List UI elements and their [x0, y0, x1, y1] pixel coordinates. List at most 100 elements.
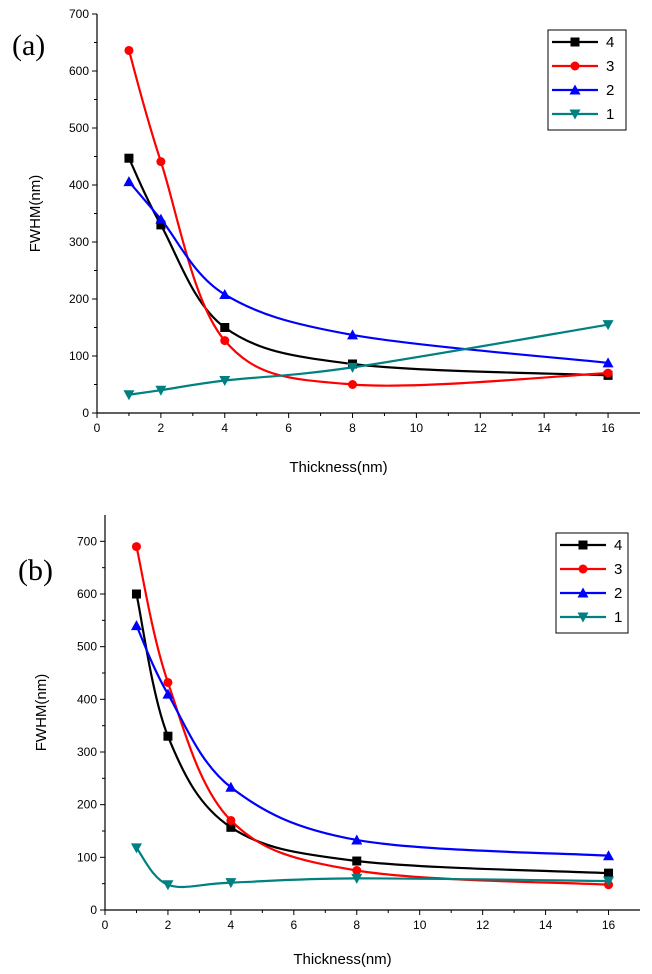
- legend-swatch-marker: [569, 84, 581, 95]
- data-point: [124, 45, 134, 55]
- y-tick-label: 500: [69, 121, 89, 135]
- data-point: [220, 336, 230, 346]
- series-4: [124, 153, 613, 380]
- panel-label: (b): [18, 554, 53, 587]
- legend-label: 4: [606, 34, 614, 51]
- x-tick-label: 12: [476, 918, 490, 932]
- series-line-4: [127, 157, 609, 377]
- chart-panel-b: 0 2 4 6 8 10 12 14 160100200300400500600700Thick…: [18, 515, 640, 968]
- y-tick-label: 300: [77, 745, 97, 759]
- x-tick-label: 8: [353, 918, 360, 932]
- y-axis-title: FWHM(nm): [33, 674, 50, 751]
- series-3: [124, 45, 613, 389]
- data-point: [603, 368, 613, 378]
- data-point: [163, 677, 173, 687]
- x-tick-label: 14: [537, 421, 551, 435]
- series-line-2: [135, 625, 609, 857]
- data-point: [123, 390, 135, 401]
- x-tick-label: 4: [221, 421, 228, 435]
- data-point: [603, 876, 615, 887]
- series-1: [123, 320, 614, 401]
- legend-swatch-marker: [578, 564, 588, 574]
- x-tick-label: 2: [165, 918, 172, 932]
- data-point: [347, 362, 359, 373]
- data-point: [351, 873, 363, 884]
- legend: 4 3 2 1: [555, 532, 629, 634]
- legend-item-2: 2: [552, 82, 614, 99]
- x-axis-title: Thickness(nm): [293, 951, 391, 968]
- y-tick-label: 0: [90, 903, 97, 917]
- series-1: [130, 843, 615, 891]
- x-tick-label: 12: [474, 421, 488, 435]
- series-3: [131, 542, 614, 890]
- legend-label: 1: [614, 609, 622, 626]
- data-point: [163, 731, 173, 741]
- data-point: [347, 329, 359, 340]
- x-tick-label: 0: [102, 918, 109, 932]
- legend-swatch-marker: [570, 37, 580, 47]
- legend-item-4: 4: [552, 34, 614, 51]
- y-tick-label: 600: [69, 64, 89, 78]
- data-point: [225, 878, 237, 889]
- legend-item-1: 1: [552, 106, 614, 123]
- x-tick-label: 6: [285, 421, 292, 435]
- y-tick-label: 700: [77, 534, 97, 548]
- data-point: [352, 866, 362, 875]
- chart-panel-a: 0 2 4 6 8 10 12 14 160100200300400500600700Thick…: [12, 7, 640, 476]
- x-axis-title: Thickness(nm): [289, 459, 387, 476]
- data-point: [131, 589, 141, 599]
- y-tick-label: 300: [69, 235, 89, 249]
- legend-swatch-marker: [577, 612, 589, 623]
- data-point: [602, 357, 614, 368]
- y-tick-label: 100: [69, 349, 89, 363]
- y-tick-label: 0: [82, 406, 89, 420]
- y-tick-label: 200: [69, 292, 89, 306]
- series-line-4: [135, 593, 609, 875]
- series-2: [130, 620, 615, 861]
- series-4: [131, 589, 614, 878]
- series-line-1: [128, 323, 609, 396]
- legend-item-3: 3: [552, 58, 614, 75]
- series-line-3: [135, 546, 609, 886]
- y-tick-label: 400: [69, 178, 89, 192]
- x-tick-label: 10: [410, 421, 424, 435]
- legend-label: 2: [606, 82, 614, 99]
- data-point: [602, 320, 614, 331]
- y-tick-label: 500: [77, 640, 97, 654]
- data-point: [219, 288, 231, 299]
- data-point: [130, 843, 142, 854]
- legend-swatch-marker: [577, 587, 589, 598]
- data-point: [156, 157, 166, 167]
- data-point: [162, 688, 174, 699]
- legend-item-1: 1: [560, 609, 622, 626]
- x-tick-label: 8: [349, 421, 356, 435]
- x-tick-label: 0: [94, 421, 101, 435]
- x-tick-label: 16: [601, 421, 615, 435]
- legend-swatch-marker: [569, 109, 581, 120]
- legend-label: 3: [606, 58, 614, 75]
- y-tick-label: 100: [77, 850, 97, 864]
- data-point: [131, 542, 141, 552]
- legend-swatch-marker: [578, 540, 588, 550]
- series-2: [123, 176, 614, 368]
- data-point: [604, 868, 614, 878]
- y-axis-title: FWHM(nm): [27, 175, 44, 252]
- data-point: [123, 176, 135, 187]
- data-point: [226, 822, 236, 832]
- data-point: [351, 834, 363, 845]
- legend-item-2: 2: [560, 585, 622, 602]
- data-point: [124, 153, 134, 163]
- y-tick-label: 200: [77, 798, 97, 812]
- legend: 4 3 2 1: [547, 29, 627, 131]
- data-point: [162, 880, 174, 891]
- x-tick-label: 10: [413, 918, 427, 932]
- legend-label: 3: [614, 561, 622, 578]
- series-line-2: [128, 180, 609, 364]
- data-point: [352, 856, 362, 866]
- y-tick-label: 600: [77, 587, 97, 601]
- data-point: [348, 380, 358, 389]
- legend-label: 4: [614, 537, 622, 554]
- x-tick-label: 4: [228, 918, 235, 932]
- x-tick-label: 14: [539, 918, 553, 932]
- data-point: [225, 781, 237, 792]
